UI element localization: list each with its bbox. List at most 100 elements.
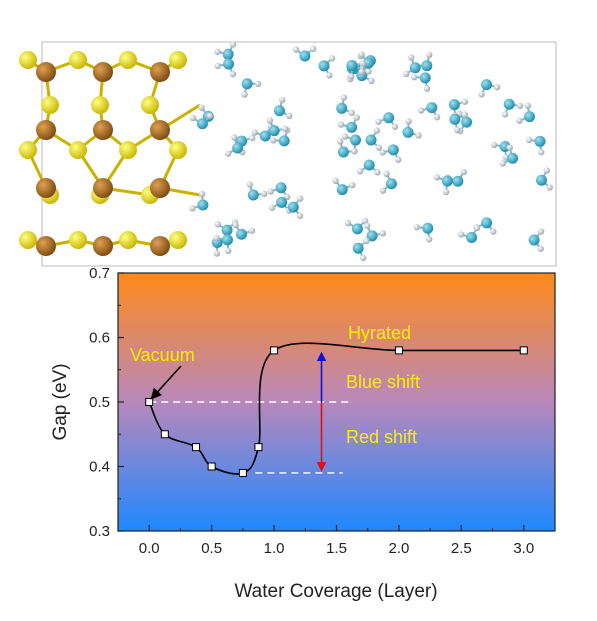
hydrogen-atom	[457, 231, 465, 238]
oxygen-atom	[197, 199, 209, 211]
data-point-marker	[238, 468, 247, 477]
hydrogen-atom	[524, 102, 531, 109]
x-tick-label: 2.0	[388, 540, 409, 557]
hydrogen-atom	[296, 195, 304, 202]
hydrogen-atom	[405, 118, 412, 125]
hydrogen-atom	[433, 174, 441, 181]
series-group	[145, 342, 528, 477]
oxygen-atom	[362, 57, 374, 69]
hydrogen-atom	[506, 144, 513, 151]
oxygen-atom	[461, 116, 473, 128]
data-point-marker	[519, 346, 528, 355]
hydrogen-atom	[254, 80, 262, 88]
oxygen-atom	[481, 79, 493, 91]
hydrogen-atom	[395, 156, 402, 163]
x-tick-label: 0.5	[201, 540, 222, 557]
annotation-hydrated: Hyrated	[348, 323, 411, 343]
hydrogen-atom	[364, 222, 371, 230]
hydrogen-atom	[453, 126, 461, 134]
hydrogen-atom	[340, 94, 348, 101]
sulfur-atom	[19, 231, 37, 249]
sulfur-atom	[119, 141, 137, 159]
hydrogen-atom	[391, 123, 399, 130]
hydrogen-atom	[224, 150, 232, 157]
sulfur-atom	[169, 141, 187, 159]
hydrogen-atom	[360, 254, 367, 262]
oxygen-atom	[503, 98, 515, 110]
oxygen-atom	[221, 224, 233, 236]
hydrogen-atom	[206, 112, 214, 120]
molecular-structure-illustration	[19, 41, 557, 267]
iron-atom	[93, 178, 113, 198]
hydrogen-atom	[368, 77, 375, 85]
hydrogen-atom	[494, 83, 501, 91]
hydrogen-atom	[373, 127, 381, 134]
oxygen-atom	[268, 125, 280, 137]
hydrogen-atom	[189, 205, 196, 212]
hydrogen-atom	[538, 149, 545, 156]
oxygen-atom	[448, 99, 460, 111]
hydrogen-atom	[478, 91, 485, 98]
hydrogen-atom	[473, 224, 481, 232]
hydrogen-atom	[442, 188, 450, 196]
hydrogen-atom	[363, 237, 370, 245]
oxygen-atom	[534, 135, 546, 147]
hydrogen-atom	[326, 72, 333, 79]
hydrogen-atom	[266, 117, 274, 124]
oxygen-atom	[336, 102, 348, 114]
y-axis-ticks: 0.3 0.4 0.5 0.6 0.7	[89, 265, 124, 540]
hydrogen-atom	[516, 102, 524, 110]
oxygen-atom	[222, 48, 234, 60]
hydrogen-atom	[348, 73, 355, 80]
hydrogen-atom	[251, 129, 258, 136]
crystal-slab-illustration	[19, 51, 201, 256]
oxygen-atom	[278, 135, 290, 147]
hydrogen-atom	[310, 45, 317, 53]
oxygen-atom	[336, 184, 348, 196]
iron-atom	[150, 120, 170, 140]
oxygen-atom	[235, 228, 247, 240]
hydrogen-atom	[415, 132, 422, 139]
y-tick-label: 0.3	[89, 523, 110, 540]
hydrogen-atom	[433, 114, 441, 121]
hydrogen-atom	[214, 48, 221, 55]
hydrogen-atom	[357, 168, 364, 175]
sulfur-atom	[169, 51, 187, 69]
data-point-marker	[254, 443, 263, 452]
oxygen-atom	[337, 146, 349, 158]
oxygen-atom	[385, 178, 397, 190]
hydrogen-atom	[225, 247, 232, 255]
oxygen-atom	[419, 72, 431, 84]
sulfur-atom	[141, 96, 159, 114]
annotation-blue-shift: Blue shift	[346, 372, 420, 392]
x-tick-label: 3.0	[513, 540, 534, 557]
data-point-marker	[192, 443, 201, 452]
hydrogen-atom	[408, 54, 415, 61]
data-point-marker	[145, 398, 154, 406]
hydrogen-atom	[348, 109, 355, 117]
sulfur-atom	[41, 96, 59, 114]
hydrogen-atom	[426, 235, 433, 243]
oxygen-atom	[223, 58, 235, 70]
hydrogen-atom	[337, 121, 345, 128]
oxygen-atom	[387, 144, 399, 156]
oxygen-atom	[422, 222, 434, 234]
data-point-marker	[207, 462, 216, 471]
hydrogen-atom	[537, 245, 544, 252]
oxygen-atom	[346, 59, 358, 71]
sulfur-atom	[19, 141, 37, 159]
hydrogen-atom	[269, 137, 277, 144]
hydrogen-atom	[411, 73, 418, 81]
hydrogen-atom	[375, 118, 382, 125]
hydrogen-atom	[383, 170, 390, 178]
x-axis-ticks: 0.0 0.5 1.0 1.5 2.0 2.5 3.0	[139, 525, 534, 557]
oxygen-atom	[441, 175, 453, 187]
hydrogen-atom	[358, 51, 365, 58]
oxygen-atom	[409, 62, 421, 74]
hydrogen-atom	[546, 184, 553, 191]
reference-lines	[149, 401, 349, 474]
hydrogen-atom	[426, 51, 433, 59]
hydrogen-atom	[229, 41, 237, 48]
hydrogen-atom	[361, 217, 369, 225]
oxygen-atom	[524, 111, 536, 123]
